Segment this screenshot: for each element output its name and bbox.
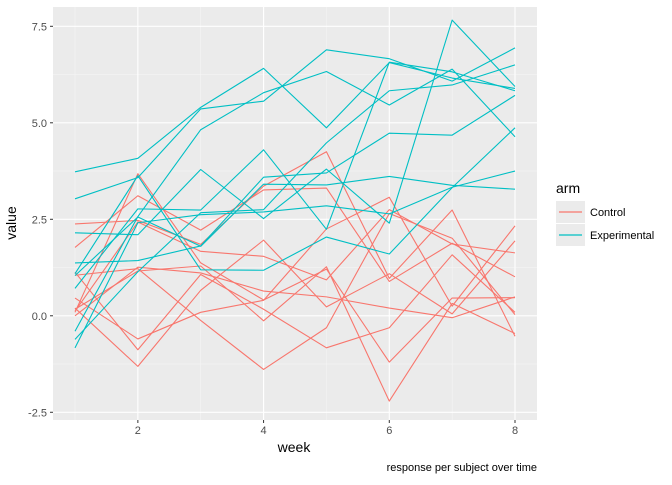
series-line-experimental-20 bbox=[74, 19, 516, 236]
x-tick-label: 2 bbox=[135, 425, 141, 437]
series-line-experimental-13 bbox=[74, 61, 516, 289]
plot-panel bbox=[53, 7, 537, 420]
legend-label-control: Control bbox=[590, 207, 625, 219]
legend-item-control: Control bbox=[556, 201, 625, 223]
panel-background bbox=[53, 7, 537, 420]
series-line-experimental-17 bbox=[74, 47, 516, 200]
legend: arm Control Experimental bbox=[556, 180, 654, 246]
series-line-control-1 bbox=[74, 239, 516, 367]
series-line-control-4 bbox=[74, 209, 516, 312]
x-tick-label: 6 bbox=[386, 425, 392, 437]
x-tick-label: 8 bbox=[512, 425, 518, 437]
series-line-experimental-12 bbox=[74, 94, 516, 264]
series-line-control-8 bbox=[74, 173, 516, 363]
series-line-experimental-16 bbox=[74, 127, 516, 275]
axes: 2 4 6 8 -2.5 0.0 2.5 5.0 7.5 bbox=[28, 21, 518, 437]
series-line-control-9 bbox=[74, 266, 516, 319]
y-tick-label: 2.5 bbox=[32, 214, 47, 226]
y-tick-label: 0.0 bbox=[32, 311, 47, 323]
y-tick-label: -2.5 bbox=[28, 407, 47, 419]
x-axis-label: week bbox=[277, 439, 312, 455]
series-line-experimental-18 bbox=[74, 64, 516, 340]
chart-caption: response per subject over time bbox=[387, 462, 537, 474]
x-tick-label: 4 bbox=[261, 425, 267, 437]
y-axis-label: value bbox=[3, 206, 19, 240]
legend-label-experimental: Experimental bbox=[590, 230, 654, 242]
legend-item-experimental: Experimental bbox=[556, 224, 654, 246]
series-line-control-10 bbox=[74, 212, 516, 370]
y-tick-label: 7.5 bbox=[32, 21, 47, 33]
series-line-experimental-14 bbox=[74, 68, 516, 332]
y-tick-label: 5.0 bbox=[32, 118, 47, 130]
series-lines bbox=[74, 19, 516, 402]
legend-title: arm bbox=[556, 180, 580, 196]
series-line-experimental-19 bbox=[74, 175, 516, 277]
series-line-control-7 bbox=[74, 196, 516, 340]
series-line-control-2 bbox=[74, 254, 516, 351]
